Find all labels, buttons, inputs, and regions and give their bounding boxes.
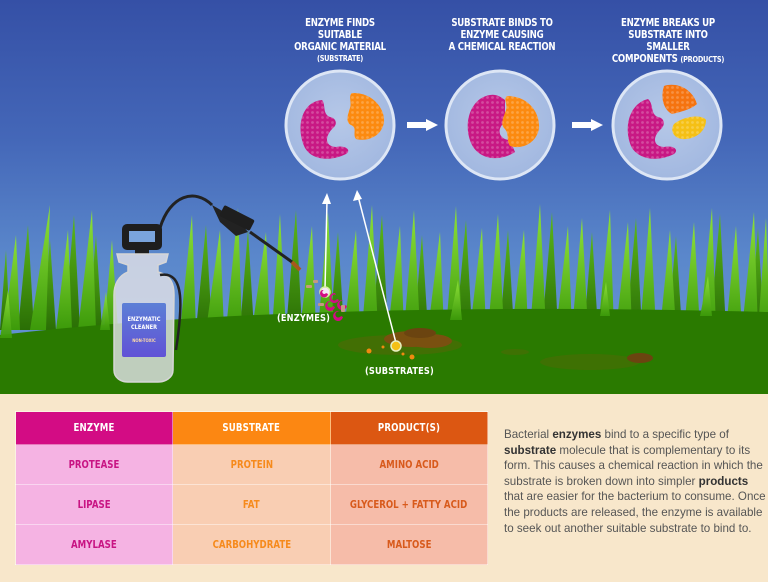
step1-title: ENZYME FINDS SUITABLE ORGANIC MATERIAL (…	[294, 17, 386, 63]
description-run: that are easier for the bacterium to con…	[504, 490, 766, 535]
cell-substrate: PROTEIN	[172, 444, 331, 485]
cell-product: AMINO ACID	[330, 444, 488, 485]
substrate-marker	[390, 340, 402, 352]
cell-enzyme: LIPASE	[15, 484, 173, 525]
header-substrate: SUBSTRATE	[172, 411, 331, 445]
description-text: Bacterial enzymes bind to a specific typ…	[504, 427, 766, 536]
cell-product: MALTOSE	[330, 524, 488, 565]
step2-title: SUBSTRATE BINDS TO ENZYME CAUSING A CHEM…	[448, 17, 556, 53]
step1-circle	[284, 69, 396, 181]
table-row: LIPASE FAT GLYCEROL + FATTY ACID	[15, 484, 488, 525]
enzyme-table: ENZYME SUBSTRATE PRODUCT(S) PROTEASE PRO…	[15, 411, 488, 565]
table-header-row: ENZYME SUBSTRATE PRODUCT(S)	[15, 411, 488, 445]
cell-substrate: CARBOHYDRATE	[172, 524, 331, 565]
enzyme-particles	[306, 280, 347, 321]
arrow-right-icon	[572, 119, 603, 131]
description-run: molecule that is complementary to its fo…	[504, 443, 763, 488]
description-keyword: products	[698, 474, 749, 488]
description-keyword: substrate	[504, 443, 557, 457]
cell-substrate: FAT	[172, 484, 331, 525]
description-run: bind to a specific type of	[601, 428, 729, 441]
arrow-right-icon	[407, 119, 438, 131]
table-row: AMYLASE CARBOHYDRATE MALTOSE	[15, 524, 488, 565]
step2-circle	[444, 69, 556, 181]
enzymes-label: (ENZYMES)	[277, 313, 330, 324]
illustration-scene: ENZYME FINDS SUITABLE ORGANIC MATERIAL (…	[0, 0, 768, 394]
bottle-label: ENZYMATIC CLEANER NON-TOXIC	[122, 303, 166, 357]
cell-enzyme: PROTEASE	[15, 444, 173, 485]
step3-title: ENZYME BREAKS UP SUBSTRATE INTO SMALLER …	[611, 17, 725, 65]
description-keyword: enzymes	[552, 428, 602, 441]
header-enzyme: ENZYME	[15, 411, 173, 445]
substrates-label: (SUBSTRATES)	[365, 366, 434, 377]
description-run: Bacterial	[504, 428, 553, 441]
cell-product: GLYCEROL + FATTY ACID	[330, 484, 488, 525]
table-row: PROTEASE PROTEIN AMINO ACID	[15, 444, 488, 485]
arrow-up-icon	[322, 190, 397, 344]
cell-enzyme: AMYLASE	[15, 524, 173, 565]
step3-circle	[611, 69, 723, 181]
header-products: PRODUCT(S)	[330, 411, 488, 445]
